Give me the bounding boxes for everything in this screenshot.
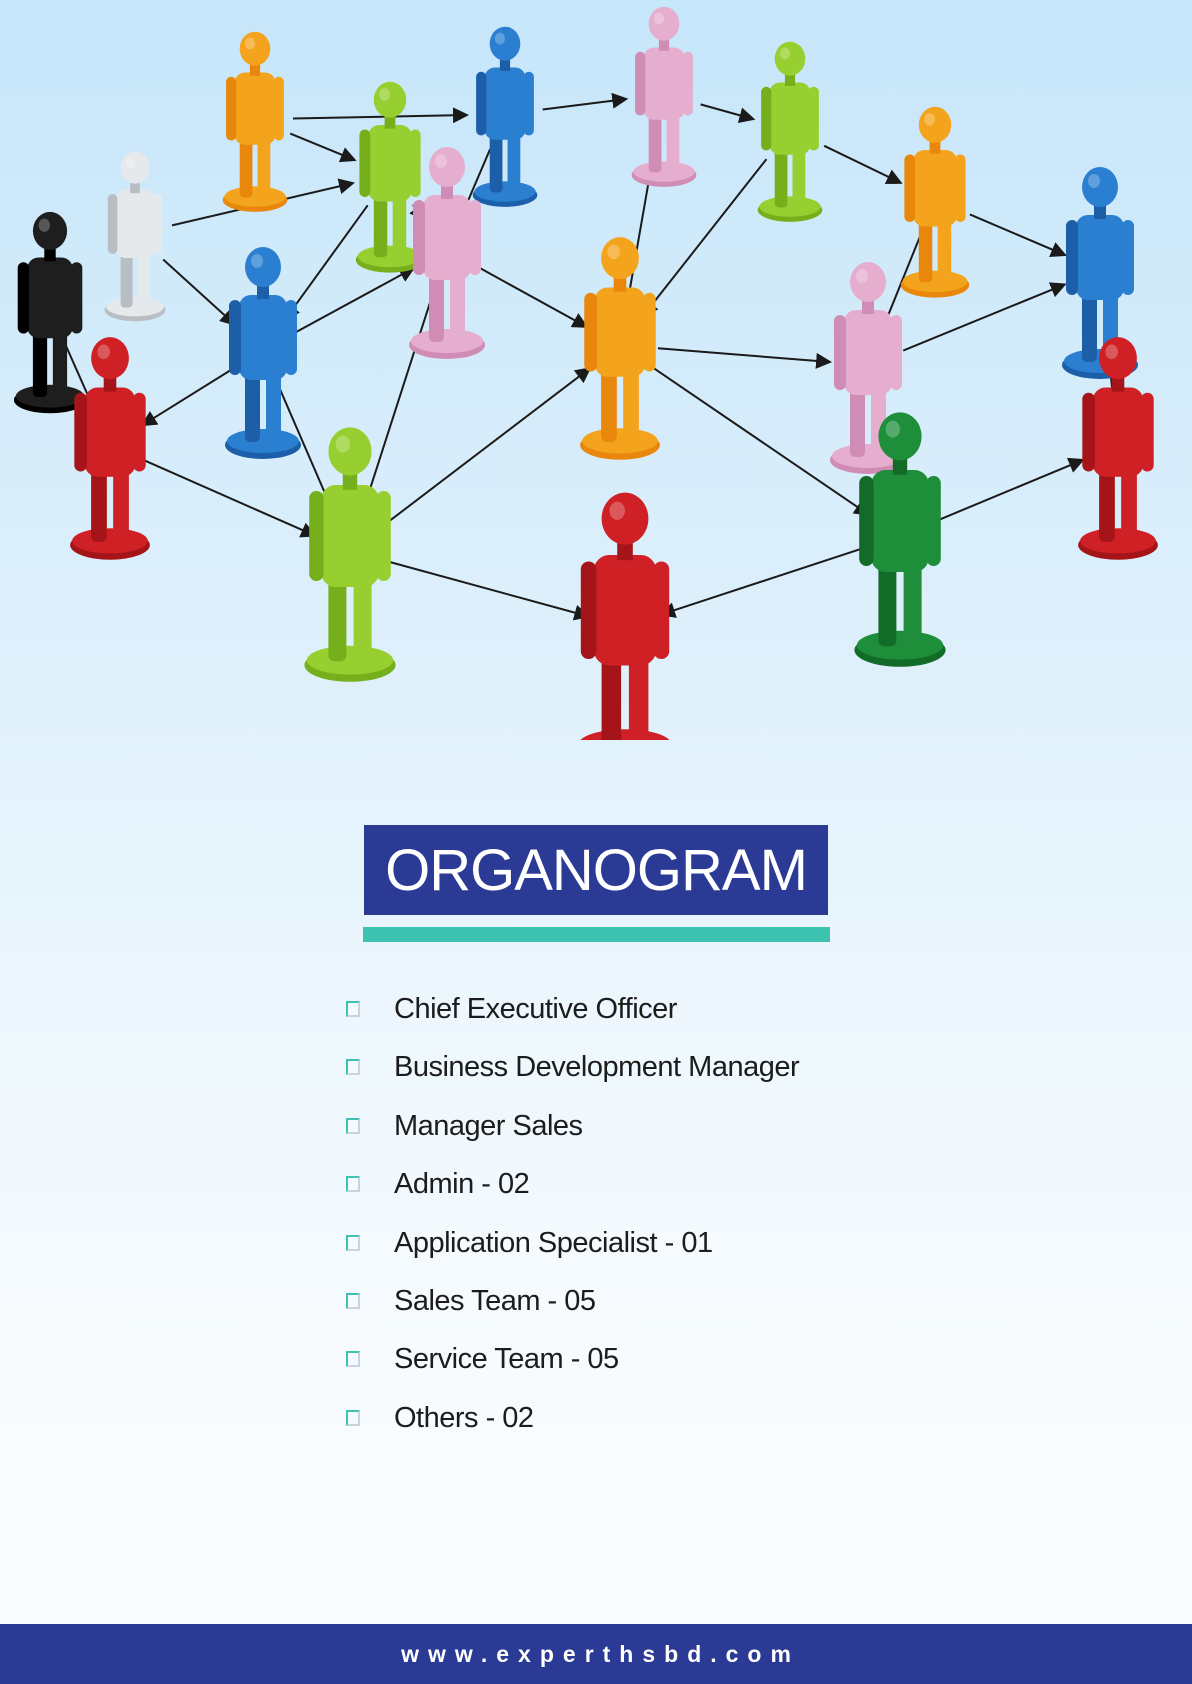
- person-figure-icon: [13, 211, 87, 414]
- list-item-label: Chief Executive Officer: [394, 993, 677, 1025]
- title-underline: [363, 927, 830, 942]
- checkbox-bullet-icon: [346, 1409, 360, 1426]
- person-figure-icon: [70, 337, 150, 560]
- organogram-list: Chief Executive Officer Business Develop…: [346, 985, 800, 1452]
- connection-arrow: [140, 369, 232, 427]
- connection-arrow: [823, 144, 903, 184]
- connection-arrow: [386, 560, 591, 621]
- checkbox-bullet-icon: [346, 1001, 360, 1017]
- list-item: Sales Team - 05: [346, 1277, 799, 1335]
- list-item-label: Application Specialist - 01: [394, 1226, 713, 1259]
- checkbox-bullet-icon: [346, 1292, 360, 1309]
- connection-arrow: [700, 103, 756, 124]
- person-figure-icon: [757, 41, 823, 222]
- website-link[interactable]: www.experthsbd.com: [401, 1640, 800, 1667]
- checkbox-bullet-icon: [346, 1176, 360, 1193]
- person-figure-icon: [580, 492, 670, 740]
- person-figure-icon: [472, 26, 538, 207]
- person-figure-icon: [304, 427, 396, 682]
- person-figure-icon: [631, 6, 697, 187]
- connection-arrow: [902, 282, 1067, 352]
- list-item-label: Admin - 02: [394, 1168, 530, 1201]
- organogram-title-box: ORGANOGRAM: [364, 825, 828, 915]
- connection-arrow: [542, 92, 629, 111]
- person-figure-icon: [409, 147, 485, 359]
- connection-arrow: [295, 267, 416, 333]
- connection-arrow: [650, 365, 871, 516]
- list-item: Manager Sales: [346, 1102, 799, 1160]
- connection-arrow: [289, 132, 357, 163]
- list-item-label: Sales Team - 05: [394, 1284, 596, 1317]
- person-figure-icon: [222, 31, 288, 212]
- connection-arrow: [659, 546, 865, 618]
- list-item-label: Others - 02: [394, 1401, 534, 1434]
- people-figures: [13, 6, 1158, 740]
- person-figure-icon: [104, 151, 166, 322]
- person-figure-icon: [1078, 337, 1158, 560]
- connection-arrow: [379, 367, 592, 529]
- connection-arrow: [657, 347, 833, 369]
- person-figure-icon: [900, 106, 970, 298]
- footer-bar: www.experthsbd.com: [0, 1624, 1192, 1684]
- people-network-illustration: [13, 6, 1158, 740]
- connection-arrow: [292, 107, 469, 124]
- connection-arrow: [284, 204, 369, 321]
- list-item: Business Development Manager: [346, 1043, 800, 1101]
- checkbox-bullet-icon: [346, 1059, 360, 1076]
- checkbox-bullet-icon: [346, 1351, 360, 1368]
- list-item: Others - 02: [346, 1394, 799, 1452]
- connection-arrow: [934, 457, 1085, 523]
- connection-arrow: [642, 158, 768, 317]
- list-item: Service Team - 05: [346, 1335, 799, 1393]
- connection-arrow: [162, 258, 237, 326]
- connection-arrow: [358, 285, 437, 517]
- person-figure-icon: [225, 247, 301, 459]
- list-item: Application Specialist - 01: [346, 1219, 799, 1277]
- person-figure-icon: [854, 412, 946, 667]
- checkbox-bullet-icon: [346, 1234, 360, 1251]
- page-title: ORGANOGRAM: [385, 837, 808, 903]
- person-figure-icon: [355, 81, 425, 273]
- list-item-label: Manager Sales: [394, 1109, 583, 1142]
- person-figure-icon: [580, 237, 660, 460]
- connection-arrow: [479, 267, 589, 328]
- list-item-label: Service Team - 05: [394, 1343, 619, 1376]
- connection-arrow: [144, 459, 318, 538]
- list-item: Admin - 02: [346, 1160, 799, 1218]
- checkbox-bullet-icon: [346, 1117, 360, 1134]
- list-item: Chief Executive Officer: [346, 985, 799, 1043]
- list-item-label: Business Development Manager: [394, 1051, 800, 1084]
- connection-arrow: [969, 213, 1067, 257]
